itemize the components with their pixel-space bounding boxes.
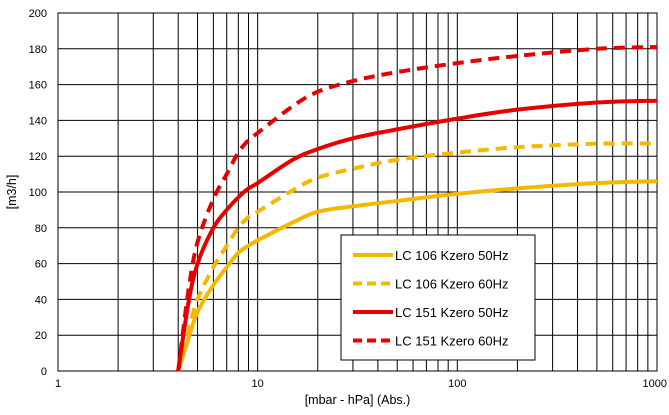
series-lines	[176, 45, 658, 372]
y-tick-label: 200	[29, 8, 47, 20]
axis-ticks: 0 20 40 60 80 100 120 140 160 180 200 1 10 100 1000	[29, 8, 667, 390]
y-tick-label: 100	[29, 187, 47, 199]
x-tick-label: 1000	[643, 378, 667, 390]
series-line-4	[176, 45, 658, 372]
x-tick-label: 100	[448, 378, 466, 390]
legend: LC 106 Kzero 50Hz LC 106 Kzero 60Hz LC 151…	[340, 234, 536, 361]
legend-label: LC 151 Kzero 50Hz	[395, 305, 508, 320]
y-tick-label: 140	[29, 115, 47, 127]
y-tick-label: 20	[35, 330, 47, 342]
x-tick-label: 1	[55, 378, 61, 390]
series-line-3	[176, 98, 658, 372]
y-tick-label: 160	[29, 80, 47, 92]
y-tick-label: 0	[41, 366, 47, 378]
x-tick-label: 10	[252, 378, 264, 390]
y-tick-label: 180	[29, 44, 47, 56]
plot-area	[57, 12, 658, 372]
series-line-2	[176, 141, 658, 372]
legend-label: LC 106 Kzero 60Hz	[395, 277, 508, 292]
y-axis-title: [m3/h]	[5, 175, 19, 210]
y-tick-label: 60	[35, 259, 47, 271]
x-axis-title: [mbar - hPa] (Abs.)	[305, 393, 411, 407]
y-tick-label: 40	[35, 294, 47, 306]
y-tick-label: 120	[29, 151, 47, 163]
legend-label: LC 151 Kzero 60Hz	[395, 334, 508, 349]
y-tick-label: 80	[35, 223, 47, 235]
legend-label: LC 106 Kzero 50Hz	[395, 248, 508, 263]
series-line-1	[176, 179, 658, 372]
